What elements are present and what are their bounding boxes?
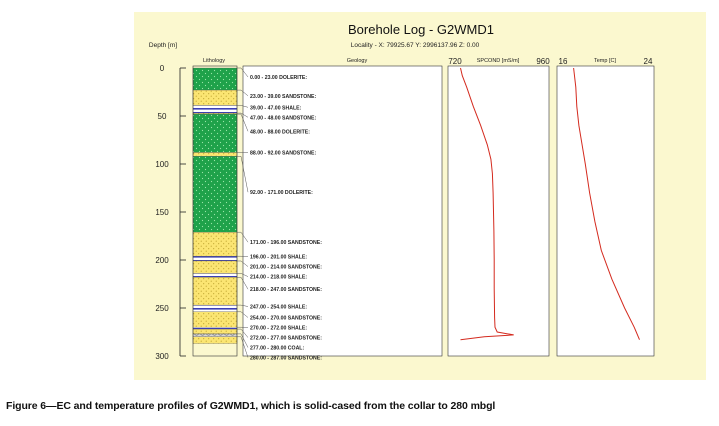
geology-leader bbox=[237, 89, 249, 96]
geology-header: Geology bbox=[347, 58, 368, 64]
spcond-curve bbox=[460, 67, 514, 341]
lithology-header: Lithology bbox=[203, 58, 225, 64]
geology-frame bbox=[242, 65, 443, 357]
lithology-layer-sandstone bbox=[192, 260, 238, 274]
temp-min: 16 bbox=[559, 57, 568, 66]
lithology-column bbox=[192, 67, 238, 344]
geology-label: 214.00 - 218.00 SHALE: bbox=[250, 275, 307, 281]
geology-leader bbox=[237, 336, 249, 358]
geology-leader bbox=[237, 112, 249, 118]
geology-label: 196.00 - 201.00 SHALE: bbox=[250, 255, 307, 261]
geology-label: 23.00 - 39.00 SANDSTONE: bbox=[250, 94, 316, 100]
geology-label: 39.00 - 47.00 SHALE: bbox=[250, 105, 302, 111]
geology-label: 247.00 - 254.00 SHALE: bbox=[250, 304, 307, 310]
geology-label: 254.00 - 270.00 SANDSTONE: bbox=[250, 316, 322, 322]
depth-tick-label: 150 bbox=[155, 208, 169, 217]
geology-label: 270.00 - 272.00 SHALE: bbox=[250, 326, 307, 332]
spcond-header: SPCOND [mS/m] bbox=[477, 58, 520, 64]
lithology-layer-dolerite bbox=[192, 156, 238, 233]
lithology-layer-sandstone bbox=[192, 89, 238, 106]
geology-labels: 0.00 - 23.00 DOLERITE: 23.00 - 39.00 SAND… bbox=[237, 67, 322, 362]
lithology-layer-sandstone bbox=[192, 232, 238, 257]
geology-label: 218.00 - 247.00 SANDSTONE: bbox=[250, 287, 322, 293]
chart-subtitle: Locality - X: 79925.67 Y: 2996137.96 Z: … bbox=[351, 42, 480, 49]
lithology-layer-sandstone bbox=[192, 152, 238, 157]
lithology-layer-shale bbox=[192, 105, 238, 114]
temp-max: 24 bbox=[644, 57, 653, 66]
geology-label: 47.00 - 48.00 SANDSTONE: bbox=[250, 115, 316, 121]
geology-leader bbox=[237, 260, 249, 267]
lithology-layer-sandstone bbox=[192, 336, 238, 344]
chart-title: Borehole Log - G2WMD1 bbox=[348, 22, 494, 37]
geology-label: 201.00 - 214.00 SANDSTONE: bbox=[250, 265, 322, 271]
lithology-layer-sandstone bbox=[192, 311, 238, 328]
geology-label: 277.00 - 280.00 COAL: bbox=[250, 346, 304, 352]
lithology-layer-dolerite bbox=[192, 67, 238, 91]
geology-leader bbox=[237, 273, 249, 277]
geology-leader bbox=[237, 277, 249, 290]
geology-leader bbox=[237, 304, 249, 307]
lithology-layer-dolerite bbox=[192, 113, 238, 153]
geology-label: 0.00 - 23.00 DOLERITE: bbox=[250, 75, 307, 81]
geology-label: 171.00 - 196.00 SANDSTONE: bbox=[250, 240, 322, 246]
temp-header: Temp [C] bbox=[594, 58, 616, 64]
geology-leader bbox=[237, 231, 249, 243]
spcond-frame bbox=[447, 65, 550, 357]
lithology-layer-sandstone bbox=[192, 277, 238, 306]
figure-caption: Figure 6—EC and temperature profiles of … bbox=[6, 400, 496, 412]
geology-label: 88.00 - 92.00 SANDSTONE: bbox=[250, 150, 316, 156]
depth-axis-label: Depth [m] bbox=[149, 42, 177, 49]
depth-tick-label: 50 bbox=[158, 112, 167, 121]
lithology-layer-shale bbox=[192, 273, 238, 278]
depth-tick-label: 100 bbox=[155, 160, 169, 169]
depth-ticks: 0 50 100 150 200 250 300 bbox=[155, 64, 186, 361]
depth-tick-label: 200 bbox=[155, 256, 169, 265]
lithology-layer-shale bbox=[192, 256, 238, 262]
spcond-min: 720 bbox=[448, 57, 462, 66]
depth-tick-label: 0 bbox=[160, 64, 165, 73]
lithology-layer-shale bbox=[192, 327, 238, 330]
geology-leader bbox=[237, 105, 249, 108]
geology-label: 48.00 - 88.00 DOLERITE: bbox=[250, 129, 310, 135]
lithology-frame bbox=[192, 65, 238, 357]
geology-leader bbox=[237, 67, 249, 78]
depth-tick-label: 300 bbox=[155, 352, 169, 361]
geology-leader bbox=[237, 156, 249, 193]
lithology-layer-coal bbox=[192, 333, 238, 337]
temp-frame bbox=[556, 65, 655, 357]
lithology-layer-sandstone bbox=[192, 328, 238, 335]
geology-leader bbox=[237, 328, 249, 338]
geology-label: 272.00 - 277.00 SANDSTONE: bbox=[250, 336, 322, 342]
depth-tick-label: 250 bbox=[155, 304, 169, 313]
geology-leader bbox=[237, 333, 249, 348]
geology-label: 92.00 - 171.00 DOLERITE: bbox=[250, 190, 313, 196]
lithology-layer-shale bbox=[192, 304, 238, 312]
geology-label: 280.00 - 287.00 SANDSTONE: bbox=[250, 356, 322, 362]
spcond-max: 960 bbox=[536, 57, 550, 66]
temp-curve bbox=[573, 67, 640, 340]
geology-leader bbox=[237, 113, 249, 132]
geology-leader bbox=[237, 311, 249, 318]
